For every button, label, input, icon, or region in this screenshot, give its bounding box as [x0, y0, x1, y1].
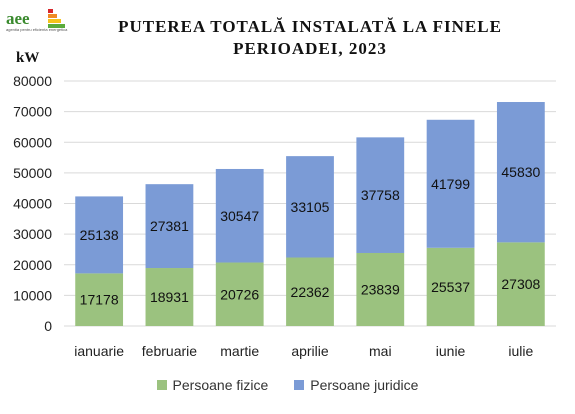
data-label-martie-series-1: 30547: [220, 208, 259, 224]
x-tick-label-1: februarie: [142, 343, 197, 359]
x-tick-label-6: iulie: [508, 343, 533, 359]
data-label-ianuarie-series-1: 25138: [80, 227, 119, 243]
bar-martie-series-0: [215, 262, 264, 326]
data-label-mai-series-0: 23839: [361, 281, 400, 297]
x-tick-label-0: ianuarie: [74, 343, 124, 359]
bar-februarie-series-1: [145, 184, 194, 269]
legend-item-series-1: Persoane juridice: [294, 377, 418, 393]
aee-logo: aee agentia pentru eficienta energetica: [6, 9, 68, 32]
logo-subtext: agentia pentru eficienta energetica: [6, 27, 68, 32]
bar-mai-series-0: [356, 252, 405, 326]
bar-aprilie-series-0: [286, 257, 334, 326]
x-tick-label-4: mai: [369, 343, 392, 359]
data-label-iunie-series-0: 25537: [431, 279, 470, 295]
logo-text: aee: [6, 9, 30, 28]
y-tick-label-4: 40000: [13, 196, 52, 212]
bar-ianuarie-series-0: [75, 273, 124, 326]
bar-aprilie-series-1: [286, 156, 334, 258]
legend-item-series-0: Persoane fizice: [156, 377, 269, 393]
chart-title-line2: PERIOADEI, 2023: [233, 39, 387, 58]
chart-title-line1: PUTEREA TOTALĂ INSTALATĂ LA FINELE: [118, 17, 502, 36]
y-tick-label-5: 50000: [13, 165, 52, 181]
x-axis-categories: ianuarie februarie martie aprilie mai iunie iu…: [74, 343, 533, 359]
y-tick-label-1: 10000: [13, 287, 52, 303]
legend-label-series-1: Persoane juridice: [310, 377, 419, 393]
data-label-februarie-series-1: 27381: [150, 218, 189, 234]
bar-martie-series-1: [215, 168, 264, 263]
y-axis-unit: kW: [16, 50, 40, 66]
bar-iulie-series-1: [496, 102, 545, 243]
x-tick-label-5: iunie: [436, 343, 466, 359]
y-tick-label-3: 30000: [13, 226, 52, 242]
y-tick-label-0: 0: [44, 318, 52, 334]
legend-swatch-series-1: [294, 380, 305, 390]
data-label-martie-series-0: 20726: [220, 286, 259, 302]
bar-iunie-series-1: [426, 119, 475, 248]
data-label-aprilie-series-0: 22362: [291, 284, 330, 300]
data-label-aprilie-series-1: 33105: [291, 199, 330, 215]
x-tick-label-2: martie: [220, 343, 259, 359]
y-tick-label-7: 70000: [13, 104, 52, 120]
bar-februarie-series-0: [145, 268, 194, 326]
data-label-iunie-series-1: 41799: [431, 176, 470, 192]
legend-swatch-series-0: [156, 380, 167, 390]
data-label-ianuarie-series-0: 17178: [80, 292, 119, 308]
x-tick-label-3: aprilie: [291, 343, 329, 359]
bar-ianuarie-series-1: [75, 196, 124, 274]
legend: Persoane fizice Persoane juridice: [0, 377, 575, 393]
y-tick-label-2: 20000: [13, 257, 52, 273]
bars: 17178 25138 18931 27381 20726 30547 22362 33105…: [75, 102, 545, 326]
y-axis-ticks: 0 10000 20000 30000 40000 50000 60000 70000 8000…: [13, 73, 52, 334]
data-label-iulie-series-0: 27308: [501, 276, 540, 292]
bar-mai-series-1: [356, 137, 405, 253]
data-label-iulie-series-1: 45830: [501, 164, 540, 180]
y-tick-label-6: 60000: [13, 134, 52, 150]
legend-label-series-0: Persoane fizice: [172, 377, 269, 393]
data-label-februarie-series-0: 18931: [150, 289, 189, 305]
data-label-mai-series-1: 37758: [361, 187, 400, 203]
bar-iulie-series-0: [496, 242, 545, 326]
y-tick-label-8: 80000: [13, 73, 52, 89]
bar-iunie-series-0: [426, 247, 475, 326]
